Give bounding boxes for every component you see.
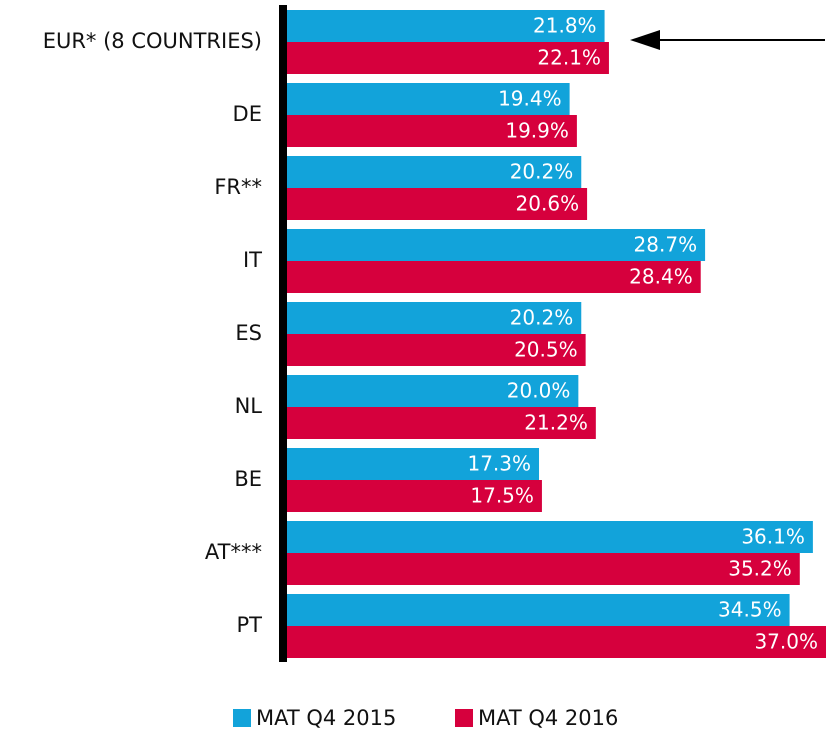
- value-label: 19.4%: [498, 87, 562, 111]
- category-label: NL: [235, 394, 263, 418]
- bar: [287, 334, 586, 366]
- legend-label: MAT Q4 2016: [478, 706, 618, 730]
- value-label: 28.7%: [634, 233, 698, 257]
- bar: [287, 626, 826, 658]
- value-label: 35.2%: [728, 557, 792, 581]
- arrow: [630, 30, 825, 50]
- bar: [287, 42, 609, 74]
- category-label: ES: [235, 321, 262, 345]
- value-label: 21.2%: [524, 411, 588, 435]
- bar: [287, 83, 570, 115]
- category-label: EUR* (8 COUNTRIES): [43, 29, 262, 53]
- category-label: BE: [234, 467, 262, 491]
- arrow-head: [630, 30, 660, 50]
- value-label: 17.3%: [467, 452, 531, 476]
- bar: [287, 188, 588, 220]
- bar: [287, 594, 790, 626]
- bar: [287, 407, 596, 439]
- bar: [287, 302, 582, 334]
- bar: [287, 229, 706, 261]
- legend-swatch: [455, 709, 473, 727]
- bar: [287, 480, 542, 512]
- bar: [287, 521, 813, 553]
- category-label: DE: [233, 102, 262, 126]
- category-label: FR**: [214, 175, 262, 199]
- value-label: 20.5%: [514, 338, 578, 362]
- bar: [287, 115, 577, 147]
- legend-swatch: [233, 709, 251, 727]
- value-label: 21.8%: [533, 14, 597, 38]
- value-label: 19.9%: [505, 119, 569, 143]
- value-label: 20.6%: [516, 192, 580, 216]
- value-label: 20.2%: [510, 160, 574, 184]
- category-label: PT: [237, 613, 263, 637]
- value-label: 22.1%: [537, 46, 601, 70]
- legend-label: MAT Q4 2015: [256, 706, 396, 730]
- category-label: AT***: [205, 540, 262, 564]
- bar: [287, 553, 800, 585]
- value-label: 28.4%: [629, 265, 693, 289]
- bar: [287, 448, 540, 480]
- category-label: IT: [243, 248, 262, 272]
- bar: [287, 261, 701, 293]
- value-label: 20.0%: [507, 379, 571, 403]
- value-label: 37.0%: [754, 630, 818, 654]
- value-label: 34.5%: [718, 598, 782, 622]
- value-label: 20.2%: [510, 306, 574, 330]
- value-label: 17.5%: [470, 484, 534, 508]
- bar: [287, 156, 582, 188]
- bar: [287, 10, 605, 42]
- bar: [287, 375, 579, 407]
- value-label: 36.1%: [741, 525, 805, 549]
